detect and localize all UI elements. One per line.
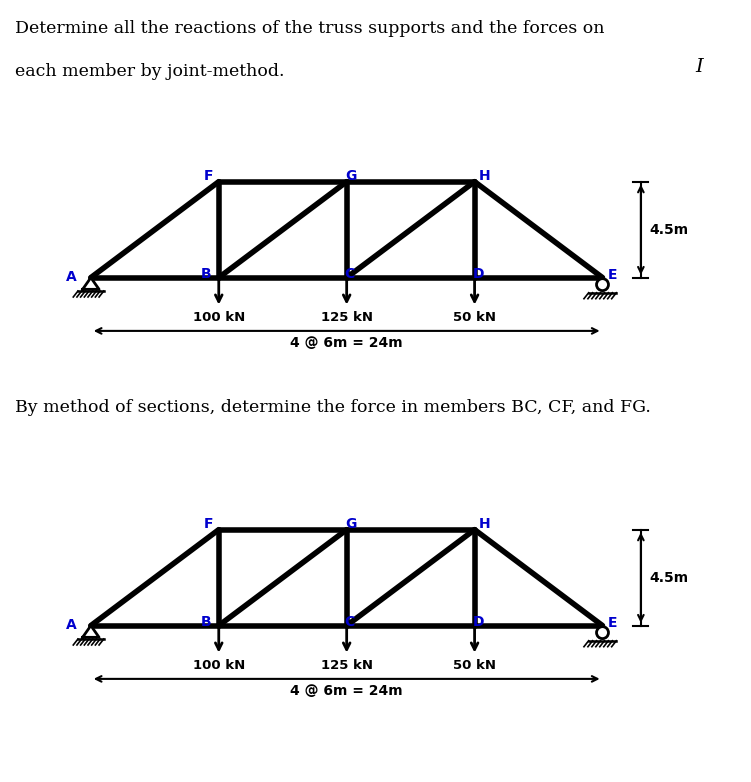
Text: 125 kN: 125 kN: [321, 659, 372, 673]
Text: 100 kN: 100 kN: [193, 311, 245, 325]
Text: B: B: [201, 615, 211, 630]
Text: 50 kN: 50 kN: [453, 311, 496, 325]
Text: 4.5m: 4.5m: [650, 223, 689, 237]
Text: A: A: [66, 618, 77, 632]
Text: 125 kN: 125 kN: [321, 311, 372, 325]
Circle shape: [596, 278, 608, 291]
Circle shape: [596, 626, 608, 639]
Text: E: E: [608, 616, 617, 630]
Text: 4.5m: 4.5m: [650, 571, 689, 585]
Polygon shape: [83, 626, 99, 637]
Text: By method of sections, determine the force in members BC, CF, and FG.: By method of sections, determine the for…: [15, 399, 651, 416]
Text: C: C: [345, 615, 355, 630]
Text: D: D: [473, 615, 484, 630]
Text: Determine all the reactions of the truss supports and the forces on: Determine all the reactions of the truss…: [15, 20, 605, 38]
Text: each member by joint-method.: each member by joint-method.: [15, 63, 285, 80]
Text: E: E: [608, 268, 617, 282]
Text: 4 @ 6m = 24m: 4 @ 6m = 24m: [291, 684, 403, 698]
Text: C: C: [345, 267, 355, 282]
Text: D: D: [473, 267, 484, 282]
Text: 100 kN: 100 kN: [193, 659, 245, 673]
Text: H: H: [478, 518, 490, 531]
Text: 4 @ 6m = 24m: 4 @ 6m = 24m: [291, 336, 403, 350]
Text: I: I: [695, 58, 704, 76]
Text: 50 kN: 50 kN: [453, 659, 496, 673]
Polygon shape: [83, 278, 99, 289]
Text: G: G: [345, 518, 357, 531]
Text: B: B: [201, 267, 211, 282]
Text: A: A: [66, 270, 77, 284]
Text: G: G: [345, 170, 357, 183]
Text: F: F: [204, 170, 213, 183]
Text: F: F: [204, 518, 213, 531]
Text: H: H: [478, 170, 490, 183]
